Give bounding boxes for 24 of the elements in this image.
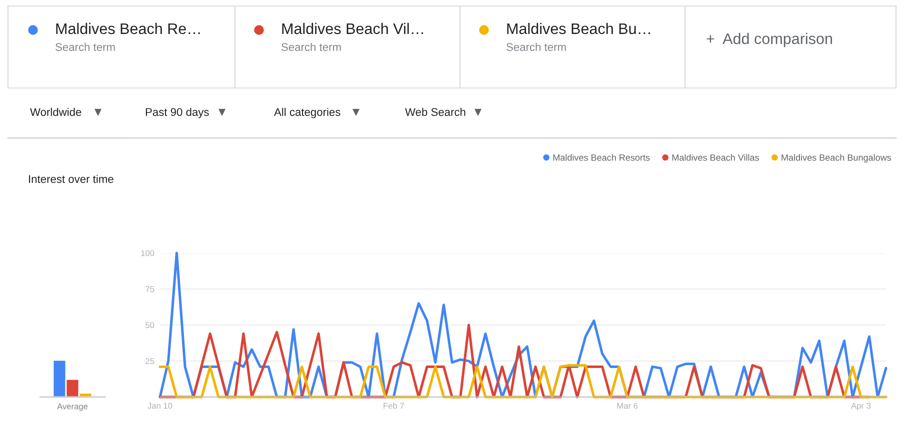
x-tick-label: Jan 10 (148, 402, 172, 409)
chart-title: Interest over time (29, 174, 114, 183)
text: Maldives Beach Vil… (282, 22, 424, 34)
y-tick-label: 50 (146, 322, 154, 328)
text: + Add comparison (706, 32, 832, 48)
legend-label: Maldives Beach Villas (672, 154, 759, 161)
x-axis-title: Average (57, 404, 88, 412)
legend-label: Maldives Beach Bungalows (782, 154, 892, 163)
text: Past 90 days (146, 108, 209, 118)
text: Maldives Beach Bu… (507, 22, 650, 34)
text: All categories (274, 108, 340, 118)
x-tick-label: Feb 7 (384, 402, 404, 409)
y-tick-label: 100 (141, 250, 154, 256)
text: Web Search (405, 108, 466, 116)
text: Search term (56, 42, 115, 51)
legend-label: Maldives Beach Resorts (553, 154, 650, 161)
text: Search term (282, 42, 341, 51)
text: Search term (506, 42, 566, 51)
x-tick-label: Mar 6 (617, 402, 638, 409)
y-tick-label: 75 (146, 286, 154, 292)
text: Worldwide (30, 108, 82, 116)
y-tick-label: 25 (146, 358, 154, 364)
text: Maldives Beach Re… (56, 22, 200, 34)
x-tick-label: Apr 3 (851, 402, 871, 410)
